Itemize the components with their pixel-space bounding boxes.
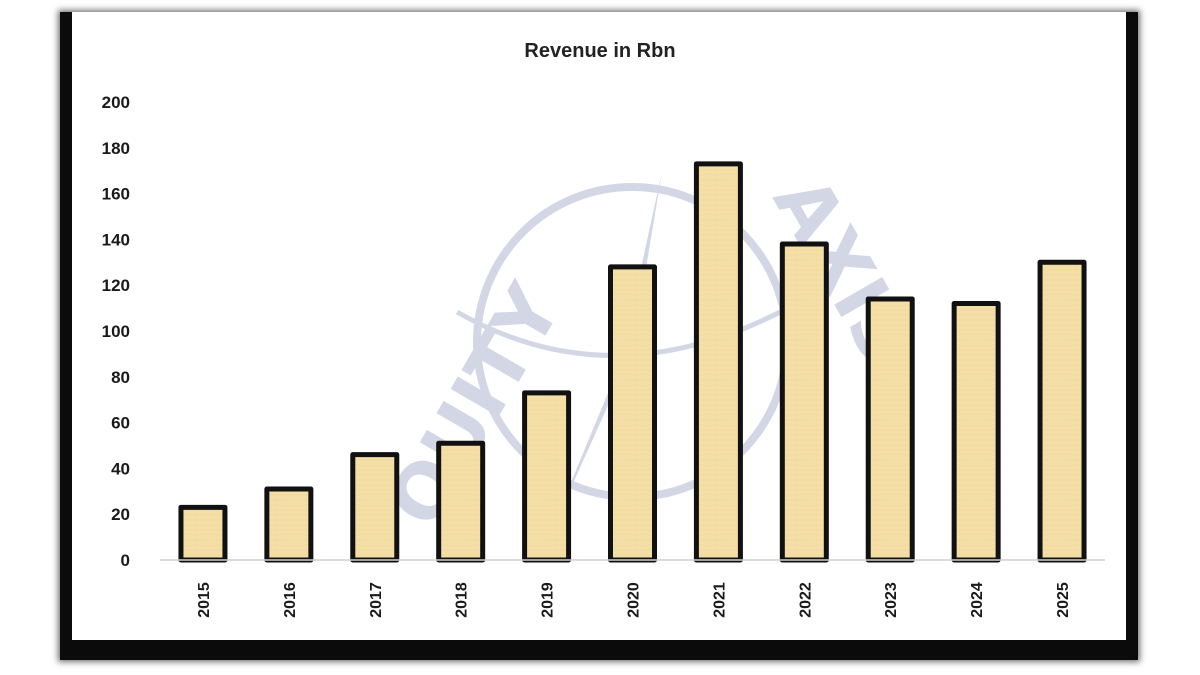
- bar: [350, 452, 400, 563]
- y-tick-label: 80: [111, 368, 130, 387]
- bar: [951, 301, 1001, 563]
- x-tick-label: 2018: [454, 582, 471, 618]
- y-tick-label: 100: [102, 322, 130, 341]
- y-tick-label: 160: [102, 185, 130, 204]
- x-tick-label: 2024: [969, 582, 986, 618]
- x-tick-label: 2025: [1055, 582, 1072, 618]
- bars-group: [178, 161, 1087, 563]
- y-axis: 0 20 40 60 80 100 120 140 160 180 200: [102, 93, 130, 570]
- y-tick-label: 40: [111, 459, 130, 478]
- bar-chart: QUITY AXIS Revenue in Rbn 02040608010012…: [102, 40, 1105, 618]
- bar: [865, 296, 915, 563]
- x-tick-label: 2022: [797, 582, 814, 618]
- y-tick-label: 120: [102, 276, 130, 295]
- y-tick-label: 0: [121, 551, 130, 570]
- bar: [693, 161, 743, 563]
- bar: [1037, 259, 1087, 563]
- bar: [522, 390, 572, 563]
- chart-title: Revenue in Rbn: [524, 40, 675, 62]
- bar: [608, 264, 657, 563]
- x-tick-label: 2021: [711, 582, 728, 618]
- y-tick-label: 20: [111, 505, 130, 524]
- bar: [264, 486, 314, 563]
- chart-panel: QUITY AXIS Revenue in Rbn 0 20 40 60 80 100 12…: [72, 12, 1126, 640]
- x-tick-label: 2015: [196, 582, 213, 618]
- bar: [178, 504, 228, 563]
- y-tick-label: 60: [111, 414, 130, 433]
- y-tick-label: 140: [102, 230, 130, 249]
- y-tick-label: 200: [102, 93, 130, 112]
- x-tick-label: 2016: [282, 582, 299, 618]
- y-tick-label: 180: [102, 139, 130, 158]
- chart-frame: QUITY AXIS Revenue in Rbn 0 20 40 60 80 100 12…: [60, 12, 1138, 660]
- x-tick-label: 2023: [883, 582, 900, 618]
- bar: [436, 440, 486, 563]
- bar: [779, 241, 829, 563]
- x-tick-label: 2019: [540, 582, 557, 618]
- x-tick-label: 2017: [368, 582, 385, 618]
- x-tick-label: 2020: [626, 582, 643, 618]
- x-axis: 2015 2016 2017 2018 2019 2020 2021 2022 2023 2024…: [196, 582, 1072, 618]
